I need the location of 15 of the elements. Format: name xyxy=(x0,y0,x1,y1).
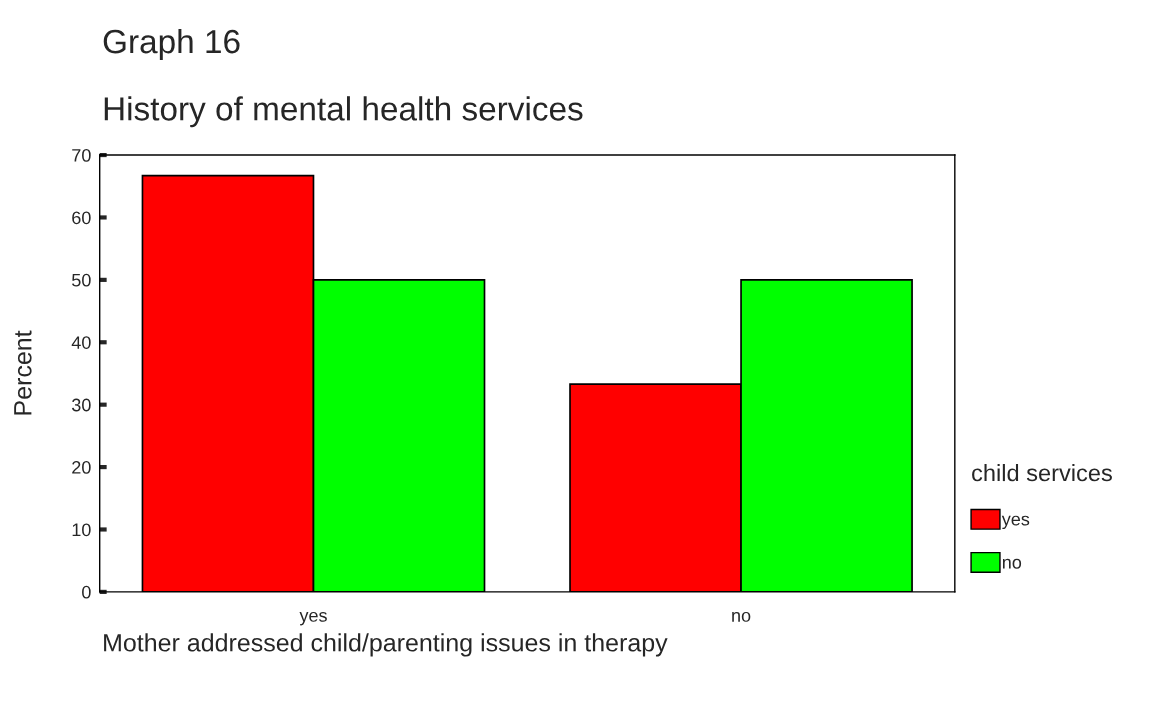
y-axis-title: Percent xyxy=(14,330,32,415)
y-tick-label: 20 xyxy=(72,461,91,474)
legend-title: child services xyxy=(972,463,1112,482)
y-tick-label: 30 xyxy=(71,398,91,412)
chart-title: Graph 16 xyxy=(103,28,240,61)
y-tick-label: 40 xyxy=(71,336,91,349)
y-tick-label: 50 xyxy=(72,273,91,287)
y-tick-label: 0 xyxy=(82,585,91,599)
legend-label: no xyxy=(1002,558,1022,569)
y-tick-label: 70 xyxy=(72,148,91,162)
y-tick-label: 60 xyxy=(72,211,91,225)
chart-subtitle: History of mental health services xyxy=(104,96,583,128)
x-axis-title: Mother addressed child/parenting issues in therapy xyxy=(104,633,668,657)
legend-label: yes xyxy=(1001,515,1030,530)
y-tick-label: 10 xyxy=(72,523,91,537)
